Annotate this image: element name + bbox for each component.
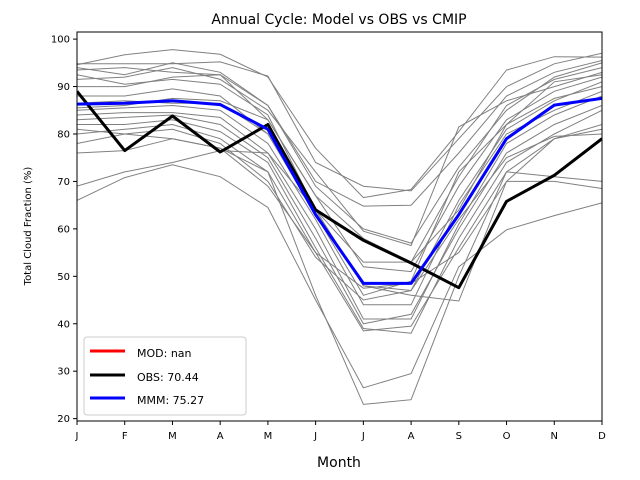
cmip-series-group <box>77 49 602 405</box>
y-tick-label-30: 30 <box>57 367 70 378</box>
legend: MOD: nan OBS: 70.44 MMM: 75.27 <box>83 336 247 416</box>
cmip-model-line-18 <box>77 74 602 263</box>
x-tick-label-5: J <box>313 431 317 442</box>
x-axis-label: Month <box>317 455 361 471</box>
series-line-obs <box>77 90 602 290</box>
x-tick-label-1: F <box>122 431 128 442</box>
legend-label-mod: MOD: nan <box>137 347 192 360</box>
cmip-model-line-9 <box>77 95 602 320</box>
y-tick-label-80: 80 <box>57 129 70 140</box>
cmip-model-line-3 <box>77 67 602 263</box>
cmip-model-line-14 <box>77 128 602 289</box>
series-line-mmm <box>77 96 602 285</box>
y-tick-label-60: 60 <box>57 224 70 235</box>
chart-title: Annual Cycle: Model vs OBS vs CMIP <box>211 12 466 28</box>
cmip-model-line-10 <box>77 105 602 325</box>
cmip-model-line-7 <box>77 86 602 296</box>
y-tick-label-100: 100 <box>51 35 70 46</box>
y-tick-label-70: 70 <box>57 177 70 188</box>
cmip-model-line-5 <box>77 74 602 273</box>
cmip-model-line-1 <box>77 52 602 192</box>
x-tick-label-2: M <box>168 431 177 442</box>
y-tick-label-90: 90 <box>57 82 70 93</box>
legend-label-obs: OBS: 70.44 <box>137 371 199 384</box>
x-tick-label-8: S <box>456 431 462 442</box>
x-tick-label-9: O <box>503 431 511 442</box>
x-tick-label-6: J <box>361 431 365 442</box>
y-tick-label-20: 20 <box>57 414 70 425</box>
cmip-model-line-8 <box>77 90 602 306</box>
plot-frame <box>76 31 603 422</box>
cmip-model-line-12 <box>77 123 602 332</box>
x-tick-label-7: A <box>408 431 415 442</box>
x-tick-label-4: M <box>264 431 273 442</box>
y-tick-label-50: 50 <box>57 272 70 283</box>
cmip-model-line-17 <box>77 128 602 405</box>
cmip-model-line-13 <box>77 128 602 301</box>
y-tick-label-40: 40 <box>57 319 70 330</box>
main-series-group <box>77 90 602 290</box>
x-tick-label-11: D <box>598 431 606 442</box>
cmip-model-line-0 <box>77 49 602 199</box>
cmip-model-line-2 <box>77 60 602 207</box>
legend-label-mmm: MMM: 75.27 <box>137 394 204 407</box>
cmip-model-line-16 <box>77 164 602 389</box>
y-axis: 20 30 40 50 60 70 80 90 100 <box>51 35 77 425</box>
x-tick-label-3: A <box>217 431 224 442</box>
x-tick-label-10: N <box>551 431 558 442</box>
cmip-model-line-19 <box>77 62 602 244</box>
cmip-model-line-4 <box>77 67 602 247</box>
y-axis-label: Total Cloud Fraction (%) <box>23 167 34 287</box>
x-tick-label-0: J <box>75 431 79 442</box>
legend-box <box>83 336 247 416</box>
